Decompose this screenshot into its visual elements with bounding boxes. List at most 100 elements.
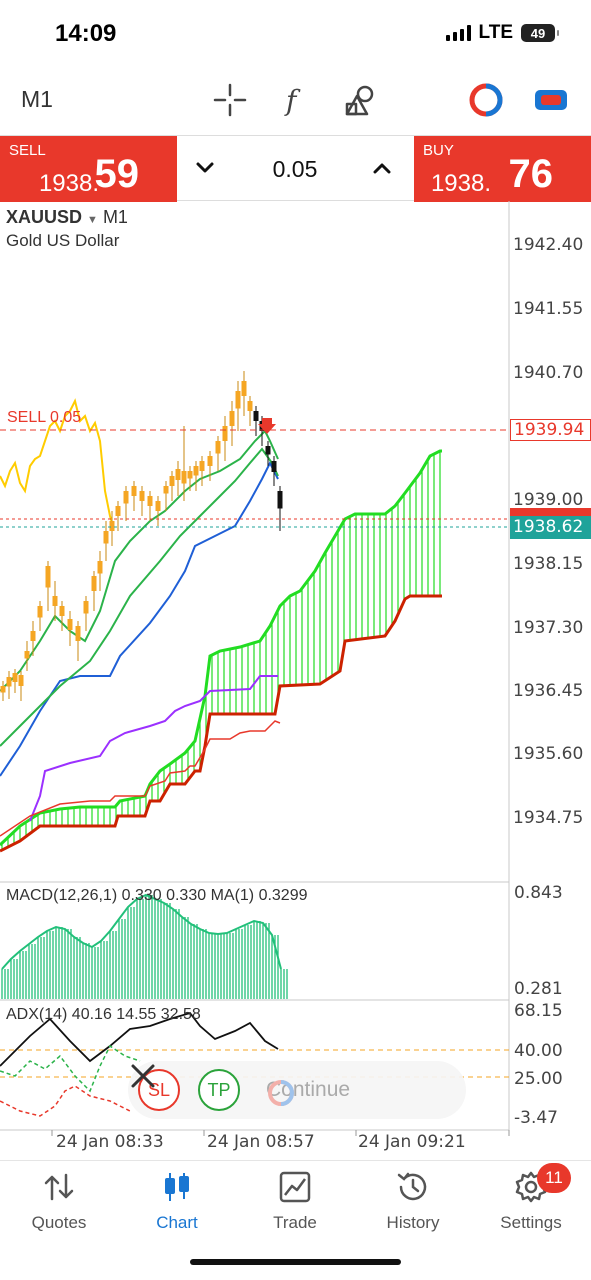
chart-type-icon[interactable] [468,82,504,118]
senkou-span-b-line [0,594,442,853]
trade-switch-icon[interactable] [533,82,569,118]
price-axis-label: 1937.30 [513,618,584,638]
symbol-header[interactable]: XAUUSD ▼ M1 [6,207,128,228]
network-label: LTE [478,22,513,43]
svg-text:f: f [284,84,301,117]
nav-label: Settings [500,1213,562,1232]
green-ma-line-1 [0,447,279,747]
quotes-icon [44,1173,74,1201]
adx-scale-label: -3.47 [514,1108,558,1128]
chart-toolbar: M1 f [0,70,591,130]
candle-body [45,566,51,588]
ask-price-tag [510,508,591,518]
buy-button[interactable]: BUY 1938. 76 [414,136,591,202]
candle-body [207,456,213,466]
take-profit-button[interactable]: TP [198,1069,240,1111]
chart-area[interactable]: XAUUSD ▼ M1 Gold US Dollar SELL 0.05 194… [0,201,591,1161]
order-modify-overlay: SL TP Continue [128,1061,466,1119]
nav-settings[interactable]: Settings 11 [481,1163,581,1233]
lagging-line [0,720,281,837]
macd-scale-top: 0.843 [514,883,563,903]
candle-body [83,601,89,614]
candle-body [12,673,18,682]
timeframe-button[interactable]: M1 [21,86,53,112]
nav-quotes[interactable]: Quotes [9,1169,109,1233]
symbol-dropdown-icon: ▼ [87,214,98,226]
candle-body [123,491,129,504]
sell-arrow-marker [258,418,276,434]
objects-icon[interactable] [343,82,379,118]
nav-label: Chart [156,1213,198,1232]
macd-signal-outline [1,893,282,970]
macd-scale-bottom: 0.281 [514,979,563,999]
price-axis-label: 1935.60 [513,744,584,764]
candle-body [30,631,36,641]
adx-line [0,1011,279,1067]
candle-body [215,441,221,454]
candle-body [229,411,235,426]
sell-order-price-tag: 1939.94 [510,419,591,441]
sell-price-big: 59 [94,152,140,196]
signal-icon [445,25,471,41]
time-axis-label: 24 Jan 09:21 [358,1132,466,1152]
one-click-trade-bar: SELL 1938. 59 0.05 BUY 1938. 76 [0,135,591,202]
function-icon[interactable]: f [278,82,314,118]
candle-body [271,461,277,472]
volume-decrease-chevron-down-icon[interactable] [193,156,217,180]
candle-body [199,461,205,471]
continue-button[interactable]: Continue [266,1078,350,1106]
candle-body [241,381,247,396]
crosshair-icon[interactable] [212,82,248,118]
nav-label: History [386,1213,440,1232]
price-axis-label: 1942.40 [513,235,584,255]
senkou-span-a-line [0,449,442,847]
volume-increase-chevron-up-icon[interactable] [370,156,394,180]
minus-di-line [0,1085,131,1117]
adx-scale-label: 25.00 [514,1069,563,1089]
adx-label: ADX(14) 40.16 14.55 32.58 [6,1006,201,1023]
symbol-timeframe: M1 [102,207,128,227]
nav-history[interactable]: History [363,1169,463,1233]
nav-label: Trade [273,1213,317,1232]
nav-trade[interactable]: Trade [245,1169,345,1233]
candle-body [0,686,6,693]
candle-body [277,491,283,509]
macd-histogram [1,893,288,999]
candle-body [109,521,115,531]
sell-button[interactable]: SELL 1938. 59 [0,136,177,202]
close-icon[interactable] [128,1061,158,1091]
candle-body [193,466,199,476]
adx-scale-label: 68.15 [514,1001,563,1021]
candle-body [139,491,145,501]
ichimoku-cloud [1,451,441,850]
candle-body [175,469,181,480]
candle-body [67,619,73,630]
candle-body [265,446,271,455]
symbol-description: Gold US Dollar [6,231,120,250]
candle-body [131,486,137,496]
bid-price-tag: 1938.62 [510,516,591,539]
status-time: 14:09 [55,20,117,47]
price-chart-canvas[interactable] [0,201,591,1161]
nav-chart[interactable]: Chart [127,1169,227,1233]
nav-label: Quotes [31,1213,87,1232]
price-axis-label: 1941.55 [513,299,584,319]
candle-body [6,677,12,687]
candle-body [37,606,43,618]
price-axis-label: 1939.00 [513,490,584,510]
candle-body [155,501,161,511]
yellow-indicator-line [0,398,114,527]
price-axis-label: 1938.15 [513,554,584,574]
candle-body [75,626,81,641]
settings-badge: 11 [537,1163,571,1193]
candle-body [147,496,153,506]
sell-position-label[interactable]: SELL 0.05 [7,409,82,426]
time-axis-label: 24 Jan 08:57 [207,1132,315,1152]
volume-input[interactable]: 0.05 [272,156,318,182]
candle-body [18,675,24,686]
candle-body [97,561,103,574]
battery-level: 49 [530,25,546,41]
symbol-name: XAUUSD [6,207,83,227]
status-bar: 14:09 LTE 49 [0,0,591,66]
candle-body [247,401,253,411]
